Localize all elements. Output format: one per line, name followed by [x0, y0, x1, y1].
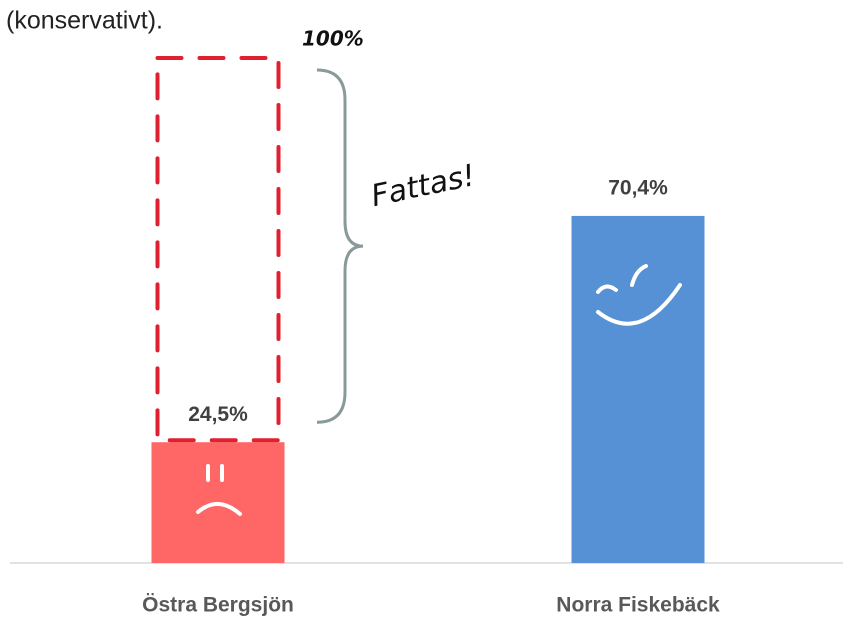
x-tick-label: Norra Fiskebäck	[556, 594, 720, 617]
brace	[316, 68, 364, 424]
value-label: 70,4%	[608, 176, 668, 199]
x-tick-label: Östra Bergsjön	[142, 594, 294, 617]
smile-face	[596, 264, 682, 326]
chart-title: (konservativt).	[6, 7, 163, 35]
reference-label: 100%	[302, 27, 364, 51]
sad-face	[196, 464, 242, 516]
value-label: 24,5%	[188, 403, 248, 426]
reference-box	[155, 56, 281, 443]
bar	[571, 215, 705, 564]
annotation: Fattas!	[368, 158, 478, 214]
